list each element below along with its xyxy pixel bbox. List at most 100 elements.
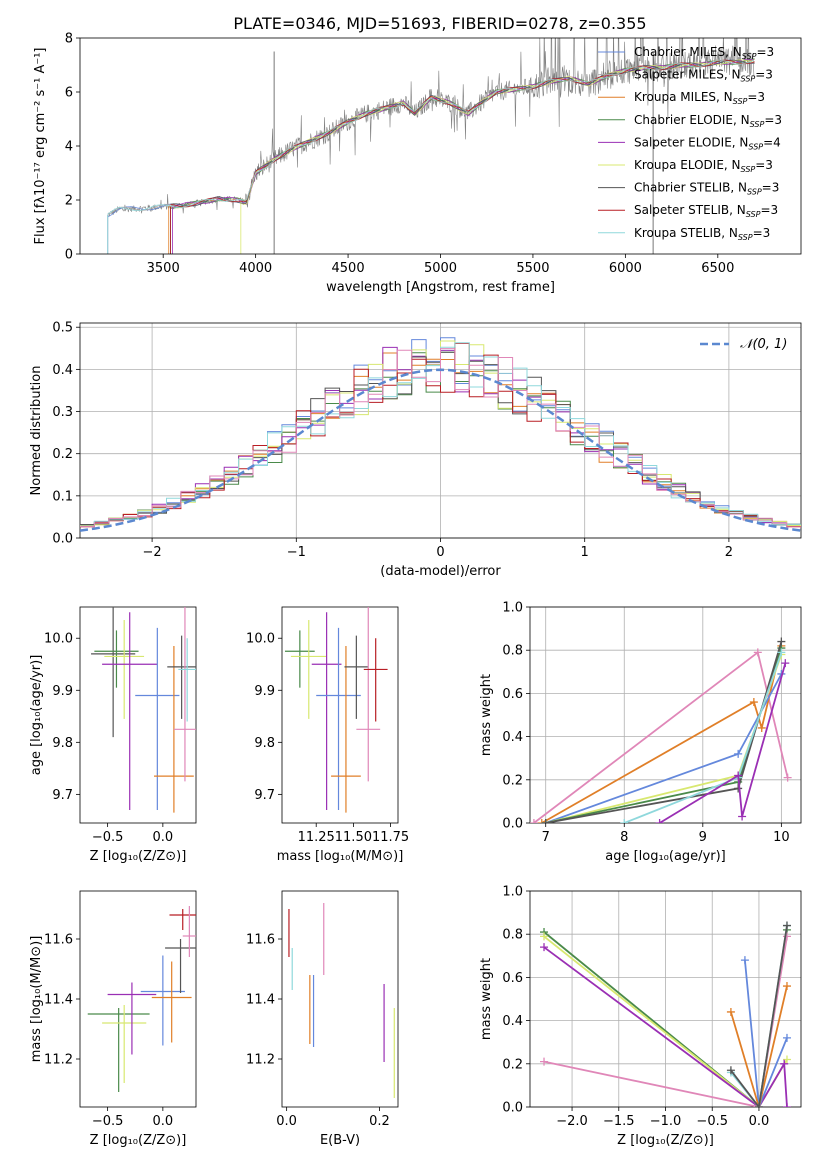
y-axis-label: Flux [fλ10⁻¹⁷ erg cm⁻² s⁻¹ A⁻¹] bbox=[33, 48, 48, 245]
y-tick-label: 9.7 bbox=[52, 788, 73, 803]
x-tick-label: 6500 bbox=[701, 261, 734, 276]
y-tick-label: 9.9 bbox=[52, 684, 73, 699]
figure-title: PLATE=0346, MJD=51693, FIBERID=0278, z=0… bbox=[233, 14, 646, 33]
y-tick-label: 10.0 bbox=[44, 632, 73, 647]
weight-marker bbox=[734, 749, 743, 758]
weight-marker bbox=[540, 943, 549, 952]
x-tick-label: 11.50 bbox=[335, 830, 372, 845]
weight-line-c7 bbox=[730, 925, 788, 1107]
x-tick-label: 8 bbox=[620, 830, 628, 845]
weight-line-c3 bbox=[730, 985, 788, 1107]
weight-marker bbox=[782, 1033, 791, 1042]
x-tick-label: 4500 bbox=[332, 261, 365, 276]
x-axis-label: wavelength [Angstrom, rest frame] bbox=[326, 280, 555, 295]
age_vs_mass-axes: 11.25 11.50 11.75 9.7 9.8 9.9 10.0 mass [log₁₀(… bbox=[246, 606, 409, 864]
residuals-frame bbox=[79, 322, 802, 539]
x-axis-label: (data-model)/error bbox=[380, 564, 501, 579]
model-c7 bbox=[170, 59, 755, 207]
legend-base: Kroupa ELODIE, N bbox=[634, 158, 741, 172]
y-tick-label: 0.5 bbox=[52, 321, 73, 336]
weight_vs_age-plot bbox=[530, 637, 792, 823]
mass_vs_Z-plot bbox=[87, 906, 196, 1092]
residuals-plot bbox=[80, 337, 801, 532]
legend-tail: =3 bbox=[756, 45, 774, 59]
y-tick-label: 1.0 bbox=[502, 601, 523, 616]
x-tick-label: −2 bbox=[143, 545, 162, 560]
y-tick-label: 0.0 bbox=[52, 532, 73, 547]
model-c9 bbox=[107, 59, 755, 215]
legend-base: Chabrier MILES, N bbox=[634, 45, 742, 59]
y-tick-label: 11.2 bbox=[246, 1053, 275, 1068]
y-tick-label: 0.2 bbox=[502, 1057, 523, 1072]
weight-marker bbox=[655, 819, 664, 823]
legend-base: Salpeter MILES, N bbox=[634, 68, 741, 82]
age_vs_mass-frame bbox=[281, 606, 399, 824]
y-tick-label: 0.6 bbox=[502, 971, 523, 986]
x-axis-label: Z [log₁₀(Z/Z⊙)] bbox=[617, 1133, 714, 1148]
weight-marker bbox=[537, 819, 546, 823]
y-tick-label: 0.8 bbox=[502, 928, 523, 943]
x-tick-label: −1 bbox=[287, 545, 306, 560]
x-tick-label: 9 bbox=[699, 830, 707, 845]
weight-marker bbox=[734, 784, 743, 793]
mass_vs_ebv-chart: 0.0 0.2 11.2 11.4 11.6 E(B-V) bbox=[246, 890, 399, 1148]
y-tick-label: 0.4 bbox=[52, 363, 73, 378]
x-tick-label: −0.5 bbox=[696, 1114, 728, 1129]
age_vs_Z-frame bbox=[79, 606, 197, 824]
legend-entry: Salpeter MILES, NSSP=3 bbox=[634, 68, 773, 84]
residuals-chart: −2 −1 0 1 2 0.0 0.1 0.2 0.3 0.4 0.5 (data-model)/er… bbox=[29, 321, 802, 579]
y-tick-label: 11.6 bbox=[246, 933, 275, 948]
x-tick-label: 2 bbox=[725, 545, 733, 560]
y-tick-label: 0.8 bbox=[502, 644, 523, 659]
weight-marker bbox=[540, 1057, 549, 1066]
age_vs_mass-plot bbox=[284, 607, 388, 813]
legend-sub: SSP bbox=[733, 97, 748, 106]
weight-marker bbox=[781, 659, 790, 668]
weight_vs_Z-chart: −2.0 −1.5 −1.0 −0.5 0.0 0.0 0.2 0.4 0.6 0.8 1.0 Z [… bbox=[479, 885, 802, 1148]
legend-entry: Kroupa STELIB, NSSP=3 bbox=[634, 226, 770, 242]
x-tick-label: 6000 bbox=[609, 261, 642, 276]
mass_vs_Z-axes: −0.5 0.0 11.2 11.4 11.6 Z [log₁₀(Z/Z⊙)] mass [… bbox=[29, 890, 197, 1148]
y-axis-label: mass weight bbox=[479, 958, 494, 1040]
weight-marker bbox=[740, 956, 749, 965]
mass_vs_ebv-plot bbox=[288, 903, 395, 1098]
legend-tail: =3 bbox=[753, 226, 771, 240]
x-axis-label: mass [log₁₀(M/M⊙)] bbox=[277, 849, 404, 864]
legend-tail: =3 bbox=[747, 90, 765, 104]
legend-sub: SSP bbox=[750, 120, 765, 129]
x-tick-label: −0.5 bbox=[92, 830, 124, 845]
age_vs_Z-plot bbox=[91, 607, 196, 813]
weight-marker bbox=[726, 1066, 735, 1075]
weight-line-c1 bbox=[744, 960, 788, 1107]
weight-marker bbox=[782, 982, 791, 991]
weight-marker bbox=[780, 1059, 789, 1068]
x-tick-label: 11.25 bbox=[298, 830, 335, 845]
y-tick-label: 11.4 bbox=[246, 993, 275, 1008]
weight-line-c5 bbox=[543, 946, 788, 1107]
y-tick-label: 6 bbox=[65, 86, 73, 101]
legend-tail: =3 bbox=[755, 158, 773, 172]
x-axis-label: E(B-V) bbox=[320, 1133, 360, 1148]
weight-marker bbox=[777, 637, 786, 646]
spectrum-frame bbox=[79, 37, 802, 255]
weight-marker bbox=[782, 921, 791, 930]
weight-marker bbox=[782, 932, 791, 941]
spectrum-axes: 3500 4000 4500 5000 5500 6000 6500 0 2 4 6 8 wavelen… bbox=[33, 32, 802, 295]
x-tick-label: 1 bbox=[581, 545, 589, 560]
x-tick-label: 0.0 bbox=[749, 1114, 770, 1129]
x-tick-label: 0.2 bbox=[369, 1114, 390, 1129]
x-tick-label: −0.5 bbox=[92, 1114, 124, 1129]
legend-sub: SSP bbox=[746, 210, 761, 219]
legend-entry: Salpeter ELODIE, NSSP=4 bbox=[634, 135, 781, 151]
weight-line-c10 bbox=[533, 650, 789, 823]
legend-tail: =4 bbox=[763, 135, 781, 149]
legend-entry: 𝒩(0, 1) bbox=[740, 337, 787, 352]
x-axis-label: age [log₁₀(age/yr)] bbox=[605, 849, 726, 864]
weight-line-c3 bbox=[541, 645, 783, 823]
legend-sub: SSP bbox=[741, 165, 756, 174]
x-axis-label: Z [log₁₀(Z/Z⊙)] bbox=[90, 1133, 187, 1148]
x-tick-label: −2.0 bbox=[556, 1114, 588, 1129]
age_vs_Z-chart: −0.5 0.0 9.7 9.8 9.9 10.0 Z [log₁₀(Z/Z⊙)] age [… bbox=[29, 606, 197, 864]
y-tick-label: 9.7 bbox=[254, 788, 275, 803]
